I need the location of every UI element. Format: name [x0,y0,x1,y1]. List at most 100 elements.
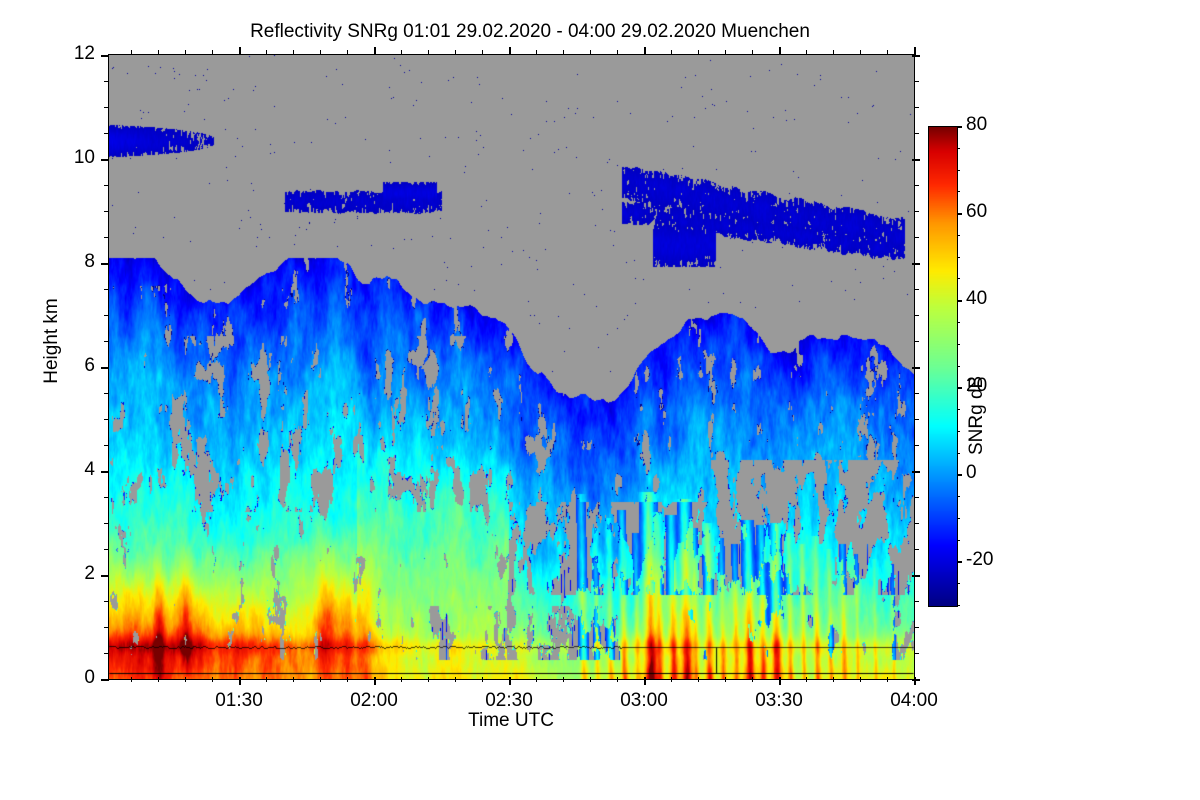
axis-tick [482,677,483,682]
axis-tick [912,471,920,473]
axis-tick [104,185,109,186]
axis-tick [347,50,348,55]
axis-tick [131,677,132,682]
axis-tick [956,409,960,410]
axis-tick [860,677,861,682]
axis-tick [914,497,919,498]
axis-tick [536,677,537,682]
x-axis-label: Time UTC [468,710,554,731]
axis-tick [914,549,919,550]
colorbar-tick-label: 0 [966,462,977,483]
axis-tick [509,47,511,55]
axis-tick [752,50,753,55]
axis-tick [956,126,962,128]
axis-tick [914,107,919,108]
axis-tick [104,315,109,316]
axis-tick [914,81,919,82]
axis-tick [104,653,109,654]
axis-tick [698,677,699,682]
axis-tick [104,419,109,420]
axis-tick [806,677,807,682]
colorbar-tick-label: 40 [966,288,988,309]
axis-tick [104,549,109,550]
axis-tick [914,315,919,316]
axis-tick [956,453,960,454]
y-tick-label: 10 [73,147,95,168]
axis-tick [293,677,294,682]
axis-tick [912,55,920,57]
axis-tick [956,235,960,236]
axis-tick [912,575,920,577]
axis-tick [956,561,962,563]
axis-tick [374,47,376,55]
axis-tick [293,50,294,55]
axis-tick [617,677,618,682]
axis-tick [914,133,919,134]
axis-tick [455,50,456,55]
y-tick-label: 4 [84,459,95,480]
axis-tick [671,50,672,55]
axis-tick [320,50,321,55]
axis-tick [347,677,348,682]
axis-tick [912,367,920,369]
axis-tick [956,278,960,279]
axis-tick [956,344,960,345]
axis-tick [833,677,834,682]
axis-tick [752,677,753,682]
axis-tick [779,47,781,55]
axis-tick [860,50,861,55]
reflectivity-heatmap [109,55,914,679]
axis-tick [212,677,213,682]
axis-tick [185,50,186,55]
axis-tick [914,523,919,524]
axis-tick [428,677,429,682]
axis-tick [698,50,699,55]
axis-tick [912,679,920,681]
x-tick-label: 02:00 [350,690,398,711]
axis-tick [320,677,321,682]
axis-tick [104,107,109,108]
axis-tick [887,50,888,55]
axis-tick [536,50,537,55]
axis-tick [914,185,919,186]
axis-tick [914,653,919,654]
axis-tick [104,601,109,602]
axis-tick [956,213,962,215]
chart-title: Reflectivity SNRg 01:01 29.02.2020 - 04:… [250,21,810,42]
axis-tick [590,677,591,682]
axis-tick [956,300,962,302]
x-tick-label: 03:30 [755,690,803,711]
x-tick-label: 03:00 [620,690,668,711]
axis-tick [725,50,726,55]
axis-tick [956,387,962,389]
y-axis-label: Height km [41,298,62,384]
axis-tick [401,50,402,55]
axis-tick [239,47,241,55]
axis-tick [101,367,109,369]
axis-tick [779,677,781,685]
axis-tick [956,496,960,497]
x-tick-label: 01:30 [215,690,263,711]
axis-tick [914,341,919,342]
axis-tick [914,419,919,420]
axis-tick [956,605,960,606]
axis-tick [239,677,241,685]
y-tick-label: 6 [84,355,95,376]
axis-tick [101,471,109,473]
axis-tick [956,540,960,541]
axis-tick [101,263,109,265]
axis-tick [104,393,109,394]
axis-tick [212,50,213,55]
axis-tick [101,159,109,161]
colorbar-tick-label: 80 [966,114,988,135]
x-tick-label: 02:30 [485,690,533,711]
colorbar-frame [928,126,958,607]
axis-tick [104,497,109,498]
axis-tick [914,237,919,238]
x-tick-label: 04:00 [890,690,938,711]
axis-tick [266,50,267,55]
axis-tick [158,50,159,55]
axis-tick [956,583,960,584]
axis-tick [104,237,109,238]
